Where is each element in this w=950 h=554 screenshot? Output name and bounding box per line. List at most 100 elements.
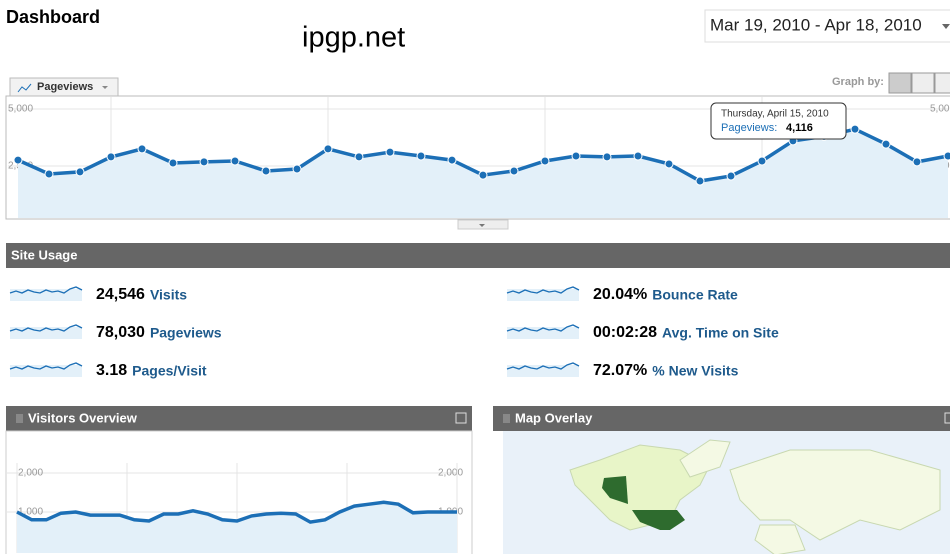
point — [447, 155, 457, 165]
point — [664, 159, 674, 169]
point — [168, 158, 178, 168]
greenland — [679, 439, 731, 478]
site-usage-header — [6, 243, 950, 268]
metrics: 24,546 Visits 78,030 Pageviews 3.18 Pages/Vis… — [9, 286, 779, 379]
point — [633, 151, 643, 161]
metric-value: 3.18 — [96, 362, 127, 379]
tooltip-box — [710, 102, 847, 140]
sparkline-area — [10, 327, 82, 339]
sparkline-area — [10, 289, 82, 301]
y-tick-label: 5,000 — [930, 104, 950, 115]
point — [881, 139, 891, 149]
visitors-title: Visitors Overview — [28, 410, 138, 425]
sparkline — [9, 362, 83, 370]
point — [850, 124, 860, 134]
graph-by-month[interactable] — [934, 72, 950, 94]
alaska — [602, 476, 628, 504]
point — [106, 152, 116, 162]
sparkline-area — [507, 327, 579, 339]
metric-label[interactable]: % New Visits — [652, 363, 738, 379]
graph-by-week[interactable] — [911, 72, 935, 94]
metric-label[interactable]: Pages/Visit — [132, 363, 207, 379]
point — [44, 169, 54, 179]
point — [478, 170, 488, 180]
point — [261, 166, 271, 176]
metric-value: 72.07% — [593, 362, 647, 379]
dropdown-arrow — [942, 24, 950, 29]
metric-label[interactable]: Avg. Time on Site — [662, 325, 779, 341]
metric-value: 24,546 — [96, 286, 145, 303]
point — [726, 171, 736, 181]
metric-value: 20.04% — [593, 286, 647, 303]
point — [416, 151, 426, 161]
north-america — [569, 444, 711, 531]
visitors-header — [6, 406, 472, 431]
page-title: Dashboard — [6, 7, 100, 27]
point — [230, 156, 240, 166]
sparkline — [9, 286, 83, 294]
africa — [754, 524, 806, 554]
close-button[interactable] — [455, 412, 467, 424]
map-land — [569, 439, 941, 554]
point — [757, 156, 767, 166]
map-header — [493, 406, 950, 431]
point — [540, 156, 550, 166]
sparkline-area — [507, 365, 579, 377]
drag-handle[interactable] — [503, 414, 510, 423]
united-states — [632, 510, 685, 530]
y-tick-label: 1,000 — [18, 507, 43, 518]
graph-tab-label[interactable]: Pageviews — [37, 81, 93, 93]
eurasia — [729, 449, 941, 541]
metric-value: 78,030 — [96, 324, 145, 341]
graph-by-day[interactable] — [888, 72, 912, 94]
sparkline-area — [10, 365, 82, 377]
point — [602, 152, 612, 162]
metric-label[interactable]: Visits — [150, 287, 187, 303]
tooltip: Thursday, April 15, 2010 Pageviews: 4,11… — [710, 102, 847, 140]
sparkline — [506, 324, 580, 332]
point — [13, 155, 23, 165]
sparkline — [9, 324, 83, 332]
y-tick-label: 5,000 — [8, 104, 33, 115]
site-usage-title: Site Usage — [11, 247, 77, 262]
point — [75, 167, 85, 177]
line — [16, 500, 457, 524]
sparkline — [506, 286, 580, 294]
point — [323, 144, 333, 154]
tooltip-date: Thursday, April 15, 2010 — [721, 109, 829, 120]
metric-label[interactable]: Pageviews — [150, 325, 222, 341]
map-title: Map Overlay — [515, 410, 593, 425]
collapse-arrow — [479, 224, 485, 227]
point — [943, 151, 950, 161]
date-range[interactable]: Mar 19, 2010 - Apr 18, 2010 — [710, 15, 922, 34]
tooltip-label: Pageviews: — [721, 122, 777, 134]
y-tick-label: 2,000 — [18, 468, 43, 479]
point — [292, 164, 302, 174]
point — [354, 152, 364, 162]
sparkline — [506, 362, 580, 370]
metric-label[interactable]: Bounce Rate — [652, 287, 738, 303]
point — [912, 157, 922, 167]
tab-icon — [17, 83, 32, 93]
point — [571, 151, 581, 161]
site-name: ipgp.net — [302, 22, 405, 54]
point — [199, 157, 209, 167]
point — [695, 176, 705, 186]
date-picker[interactable] — [704, 9, 950, 43]
sparkline-area — [507, 289, 579, 301]
area — [17, 502, 457, 553]
point — [385, 147, 395, 157]
point — [509, 166, 519, 176]
y-tick-label: 2,000 — [438, 468, 463, 479]
close-button[interactable] — [944, 412, 950, 424]
tab-arrow — [102, 86, 108, 89]
tooltip-value: 4,116 — [786, 122, 813, 134]
area — [18, 129, 948, 218]
drag-handle[interactable] — [16, 414, 23, 423]
graph-by-label: Graph by: — [832, 76, 884, 88]
metric-value: 00:02:28 — [593, 324, 657, 341]
